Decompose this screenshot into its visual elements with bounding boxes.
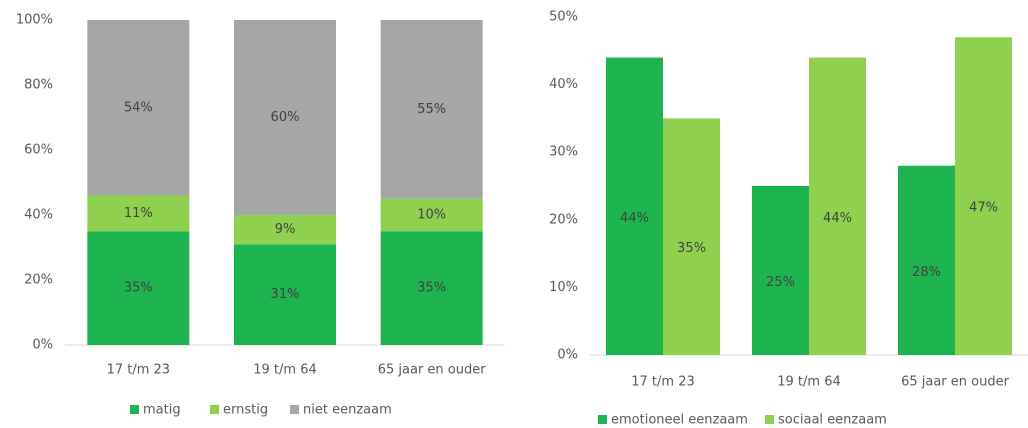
y-tick-label: 80% — [24, 78, 53, 93]
y-tick-label: 30% — [549, 145, 578, 160]
legend-label: sociaal eenzaam — [778, 413, 887, 428]
bar — [87, 20, 190, 196]
legend-swatch — [290, 405, 299, 414]
value-label: 10% — [417, 208, 446, 223]
value-label: 35% — [417, 281, 446, 296]
value-label: 54% — [124, 100, 153, 115]
bar — [380, 198, 483, 232]
bar — [380, 20, 483, 199]
y-tick-label: 40% — [24, 208, 53, 223]
x-tick-label: 17 t/m 23 — [107, 363, 171, 378]
legend-label: matig — [143, 403, 181, 418]
legend-swatch — [598, 415, 607, 424]
x-tick-label: 65 jaar en ouder — [901, 375, 1010, 390]
bar — [606, 57, 663, 356]
y-tick-label: 50% — [549, 10, 578, 25]
value-label: 44% — [620, 211, 649, 226]
bar — [898, 165, 955, 355]
x-tick-label: 19 t/m 64 — [253, 363, 317, 378]
value-label: 11% — [124, 206, 153, 221]
value-label: 25% — [766, 275, 795, 290]
bar — [809, 57, 866, 356]
legend-label: niet eenzaam — [303, 403, 392, 418]
y-tick-label: 0% — [557, 348, 578, 363]
bar — [234, 215, 336, 245]
x-tick-label: 19 t/m 64 — [777, 375, 841, 390]
x-tick-label: 17 t/m 23 — [631, 375, 695, 390]
bar — [955, 37, 1012, 355]
legend-swatch — [130, 405, 139, 414]
y-tick-label: 20% — [24, 273, 53, 288]
bar — [663, 118, 720, 356]
y-tick-label: 10% — [549, 280, 578, 295]
legend-label: ernstig — [223, 403, 268, 418]
legend-swatch — [765, 415, 774, 424]
value-label: 35% — [124, 281, 153, 296]
bar — [380, 231, 483, 345]
y-tick-label: 40% — [549, 77, 578, 92]
bar — [87, 195, 190, 232]
y-tick-label: 20% — [549, 212, 578, 227]
y-tick-label: 60% — [24, 143, 53, 158]
value-label: 28% — [912, 265, 941, 280]
bar — [87, 231, 190, 345]
bar — [752, 186, 809, 355]
y-tick-label: 100% — [16, 13, 53, 28]
value-label: 35% — [677, 241, 706, 256]
bar — [234, 20, 336, 215]
legend-label: emotioneel eenzaam — [611, 413, 748, 428]
value-label: 31% — [271, 287, 300, 302]
value-label: 47% — [969, 201, 998, 216]
value-label: 44% — [823, 211, 852, 226]
y-tick-label: 0% — [32, 338, 53, 353]
value-label: 55% — [417, 102, 446, 117]
value-label: 9% — [275, 222, 296, 237]
legend-swatch — [210, 405, 219, 414]
x-tick-label: 65 jaar en ouder — [378, 363, 487, 378]
bar — [234, 244, 336, 345]
value-label: 60% — [271, 110, 300, 125]
